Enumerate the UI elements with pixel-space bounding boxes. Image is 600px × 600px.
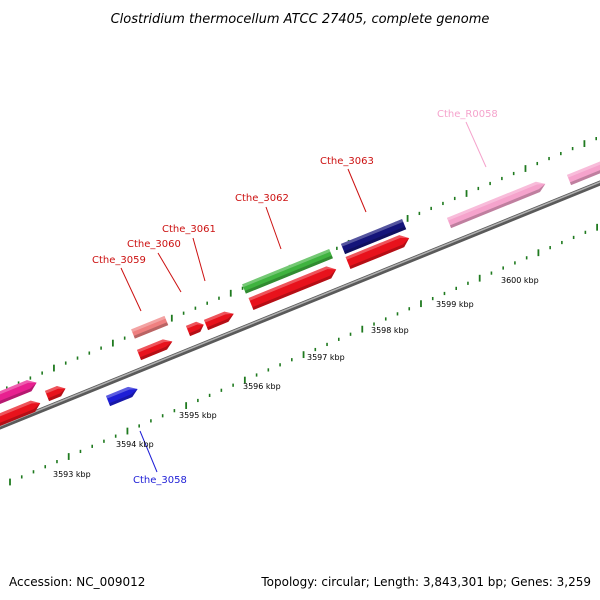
gene-green-cthe-3062[interactable] [242,248,333,294]
gene-label-cthe-3063[interactable]: Cthe_3063 [320,156,374,167]
gene-red-cthe-3062[interactable] [248,263,339,311]
map-title: Clostridium thermocellum ATCC 27405, com… [111,12,490,27]
gene-label-cthe-3059[interactable]: Cthe_3059 [92,255,146,266]
gene-red-cthe-3059b[interactable] [136,336,174,361]
genome-summary-text: Topology: circular; Length: 3,843,301 bp… [260,575,591,589]
gene-red-cthe-3063[interactable] [345,232,412,270]
leader-cthe-3059 [120,267,142,312]
leader-cthe-3062 [265,206,282,250]
scale-label-3595: 3595 kbp [179,411,217,420]
gene-red-cthe-3061[interactable] [203,309,236,331]
gene-navy-cthe-3063[interactable] [340,219,407,255]
leader-cthe-3058 [139,430,158,473]
accession-text: Accession: NC_009012 [9,575,145,589]
gene-label-cthe-3060[interactable]: Cthe_3060 [127,239,181,250]
gene-label-cthe-r0058[interactable]: Cthe_R0058 [437,109,498,120]
gene-blue-cthe-3058[interactable] [105,384,140,407]
gene-salmon-cthe-3059[interactable] [131,315,169,339]
scale-label-3596: 3596 kbp [243,382,281,391]
gene-magenta-left[interactable] [0,377,39,406]
tick-track-inner [9,223,599,486]
scale-label-3594: 3594 kbp [116,440,154,449]
gene-red-left-lower[interactable] [0,398,43,428]
leader-cthe-3063 [347,168,367,213]
gene-label-cthe-3062[interactable]: Cthe_3062 [235,193,289,204]
leader-cthe-r0058 [465,121,487,168]
gene-label-cthe-3061[interactable]: Cthe_3061 [162,224,216,235]
gene-labels: Cthe_3058 Cthe_3059 Cthe_3060 Cthe_3061 … [92,109,498,486]
gene-pink-cthe-r0058[interactable] [446,179,547,229]
gene-red-cthe-3060[interactable] [185,320,206,337]
leader-lines [120,121,487,473]
scale-label-3598: 3598 kbp [371,326,409,335]
genome-backbone [0,180,600,430]
gene-label-cthe-3058[interactable]: Cthe_3058 [133,475,187,486]
gene-features [0,159,600,428]
leader-cthe-3060 [157,252,182,293]
gene-pink-right[interactable] [566,159,600,186]
scale-label-3597: 3597 kbp [307,353,345,362]
gene-red-small-left[interactable] [44,383,68,402]
scale-label-3599: 3599 kbp [436,300,474,309]
scale-label-3593: 3593 kbp [53,470,91,479]
scale-labels: 3593 kbp 3594 kbp 3595 kbp 3596 kbp 3597… [53,276,539,479]
scale-label-3600: 3600 kbp [501,276,539,285]
leader-cthe-3061 [192,237,206,282]
